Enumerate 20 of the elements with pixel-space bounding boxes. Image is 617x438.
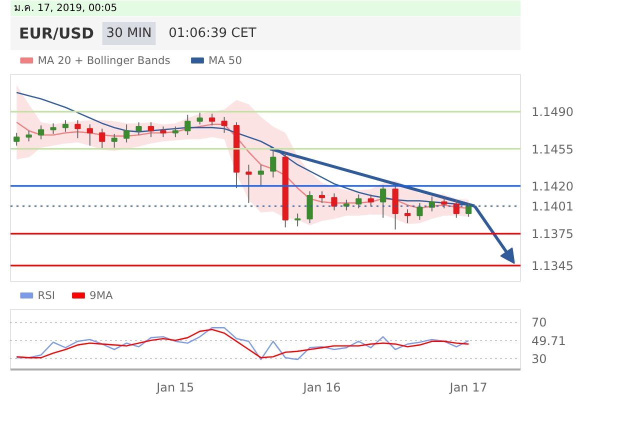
y-tick-label: 70 (532, 316, 547, 330)
x-tick-label: Jan 16 (302, 380, 341, 394)
y-tick-label: 1.1455 (532, 142, 574, 156)
y-tick-label: 30 (532, 352, 547, 366)
text: ม.ค. 17, 2019, 00:05 (14, 3, 118, 14)
y-tick-label: 1.1490 (532, 105, 574, 120)
y-tick-label: 1.1420 (532, 179, 574, 194)
legend-label: RSI (38, 289, 56, 302)
legend-label: 9MA (90, 289, 114, 302)
x-tick-label: Jan 17 (448, 380, 488, 394)
legend-label: MA 50 (208, 54, 242, 67)
text: 01:06:39 CET (168, 26, 256, 41)
y-tick-label: 1.1401 (532, 200, 574, 214)
chart-subtitle: 30 MIN (106, 26, 152, 41)
x-tick-label: Jan 15 (156, 380, 194, 394)
y-tick-label: 49.71 (532, 334, 566, 348)
y-tick-label: 1.1375 (532, 227, 574, 242)
chart-title: EUR/USD (19, 24, 94, 42)
legend-label: MA 20 + Bollinger Bands (38, 54, 171, 67)
y-tick-label: 1.1345 (532, 259, 574, 274)
